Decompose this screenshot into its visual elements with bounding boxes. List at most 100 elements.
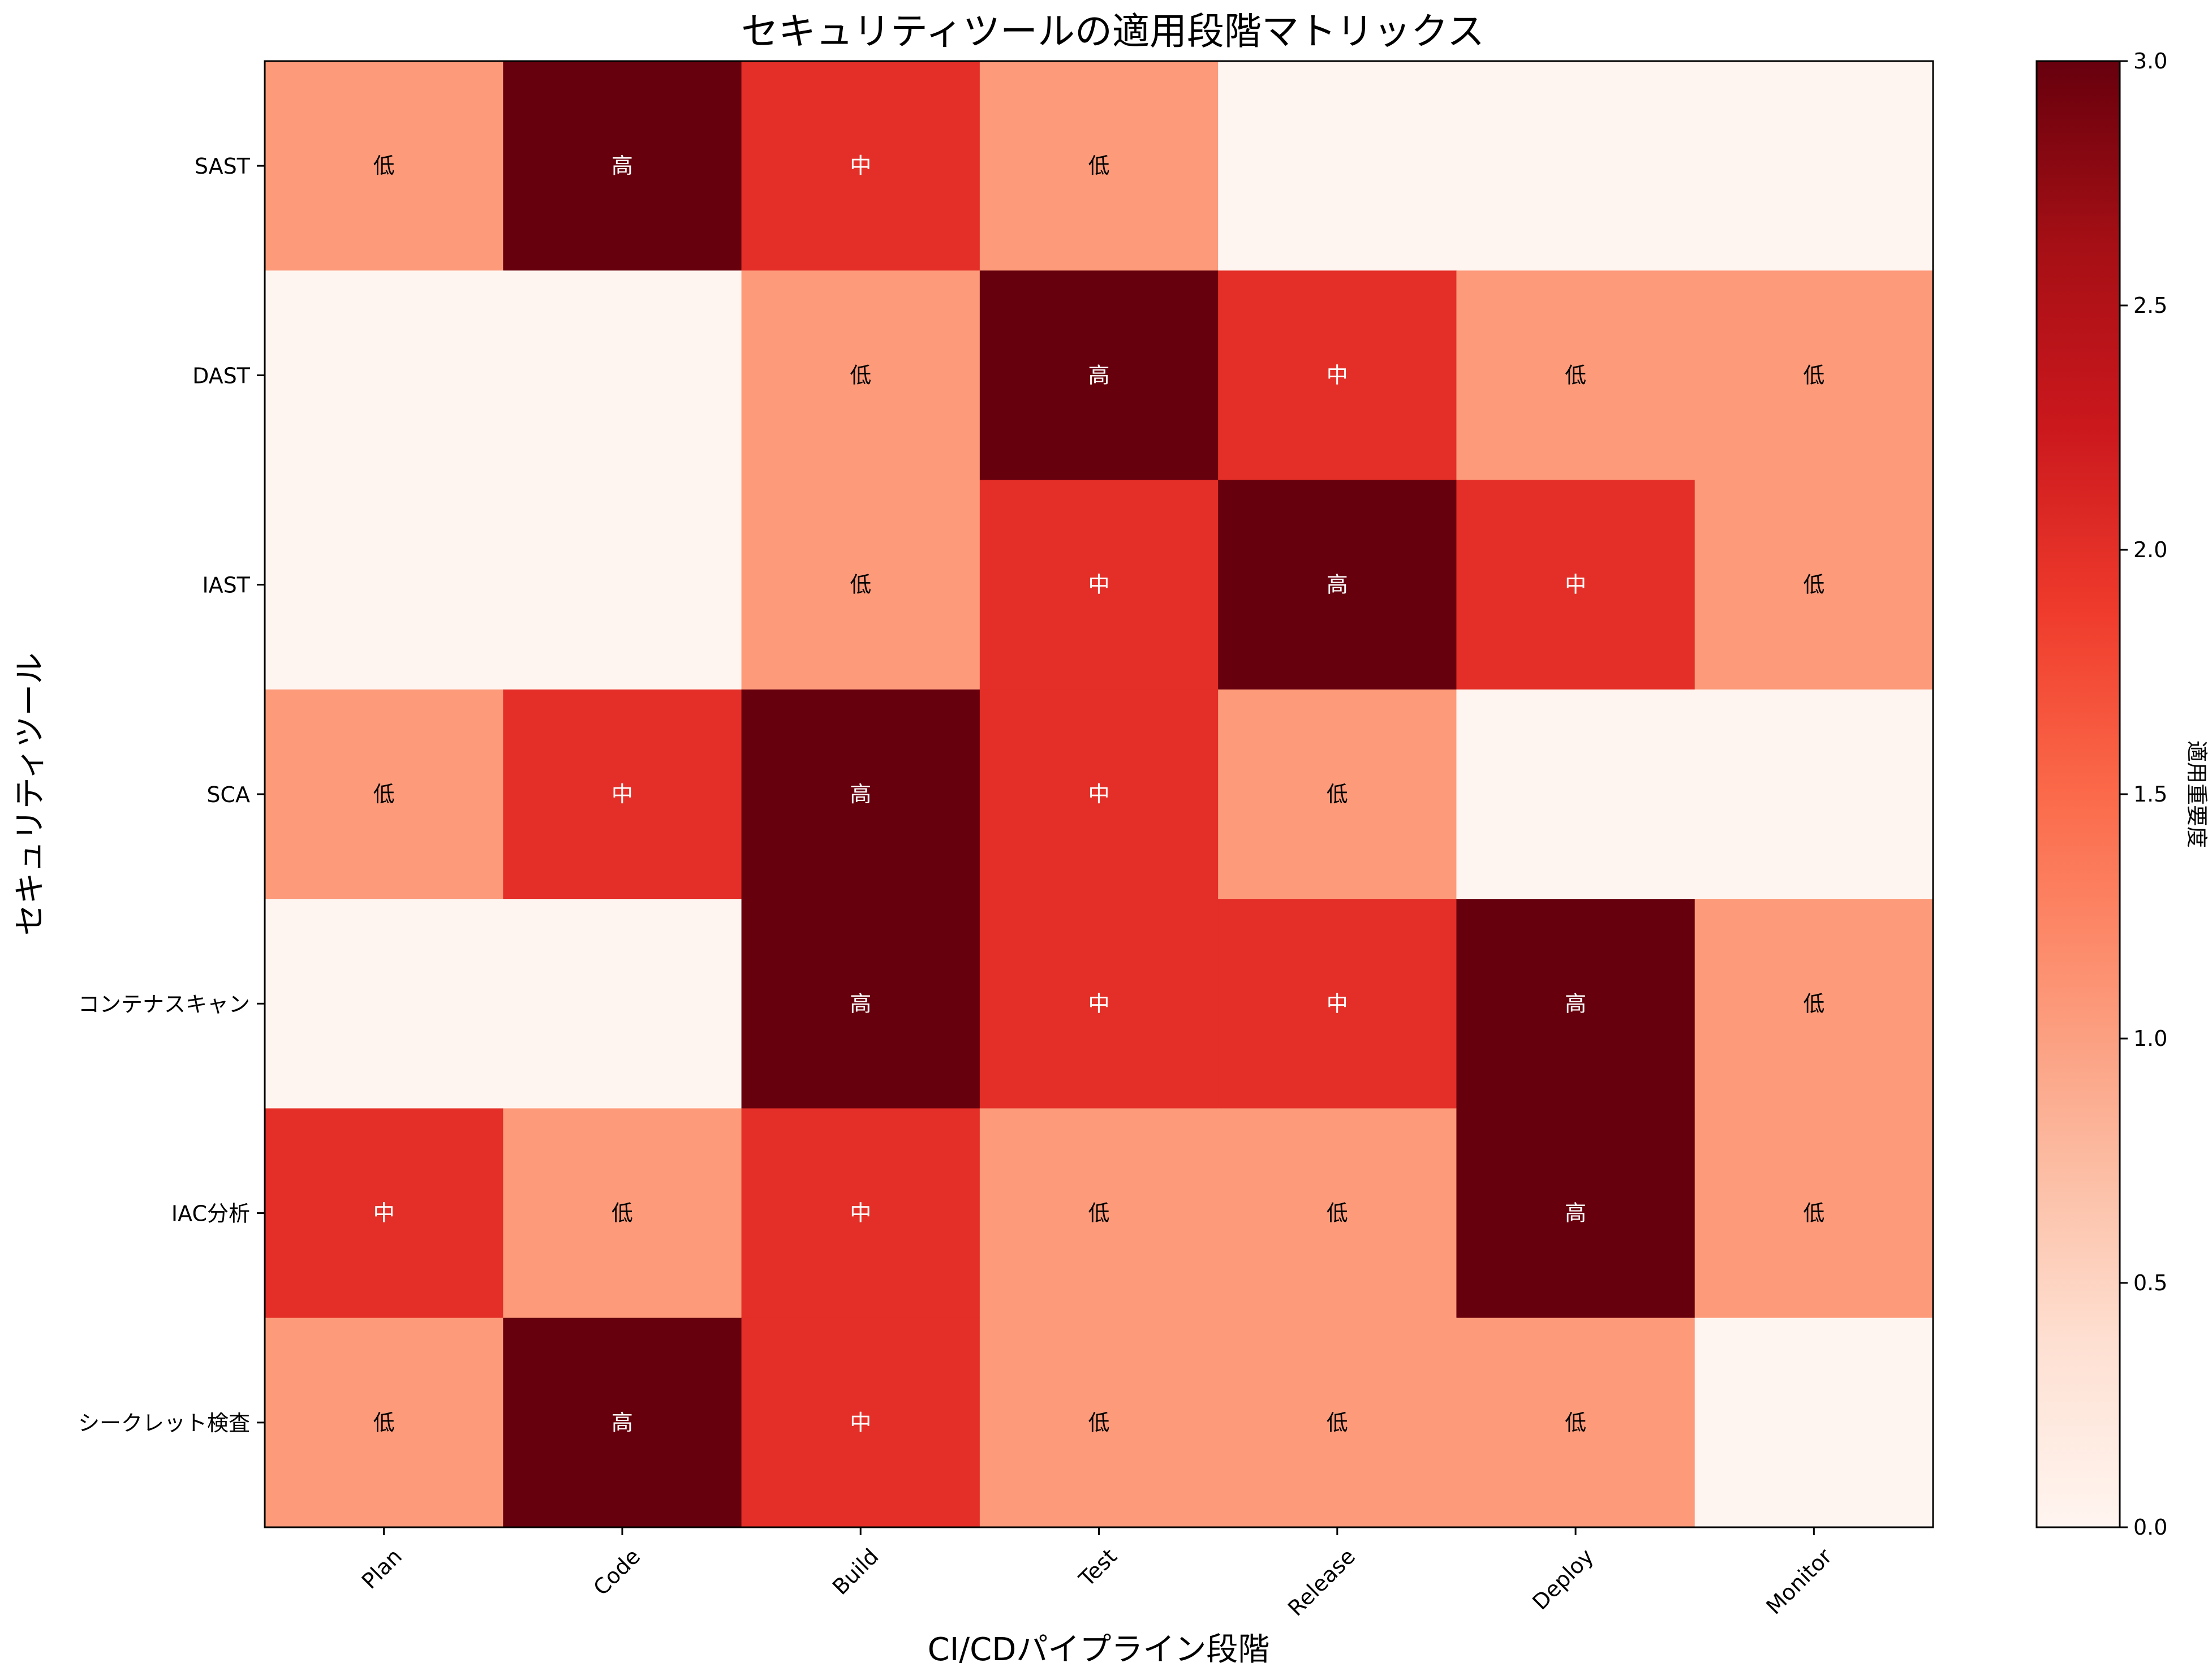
heatmap-cell xyxy=(503,899,742,1109)
cell-label: 低 xyxy=(373,1410,395,1435)
heatmap-cell xyxy=(979,270,1219,481)
x-axis-label: CI/CDパイプライン段階 xyxy=(928,1631,1270,1668)
cell-label: 低 xyxy=(1088,1201,1109,1226)
colorbar-ticks: 0.0 0.5 1.0 1.5 2.0 2.5 3.0 xyxy=(2120,49,2167,1540)
heatmap-cell xyxy=(1456,1108,1695,1319)
cell-label: 中 xyxy=(612,782,633,807)
heatmap-cell xyxy=(1218,270,1457,481)
y-tick-label: コンテナスキャン xyxy=(78,992,250,1016)
heatmap-cell xyxy=(979,689,1219,899)
cell-label: 低 xyxy=(850,363,871,387)
colorbar-tick-label: 2.0 xyxy=(2133,537,2167,562)
y-tick-label: IAST xyxy=(202,573,250,598)
cell-label: 中 xyxy=(850,1410,871,1435)
x-axis-ticks: Plan Code Build Test Release Deploy Monitor xyxy=(357,1527,1837,1621)
heatmap-cell xyxy=(1456,1317,1695,1528)
heatmap-cell xyxy=(741,899,980,1109)
heatmap-cell xyxy=(1456,480,1695,690)
heatmap-cell xyxy=(265,270,503,481)
heatmap-cell xyxy=(503,689,742,899)
heatmap-cell xyxy=(1694,1317,1934,1528)
heatmap-cell xyxy=(1694,689,1934,899)
cell-label: 高 xyxy=(850,782,871,807)
cell-label: 高 xyxy=(1565,991,1586,1016)
cell-label: 低 xyxy=(1565,1410,1586,1435)
cell-label: 中 xyxy=(1327,991,1348,1016)
cell-label: 高 xyxy=(612,1410,633,1435)
heatmap-cell xyxy=(503,270,742,481)
cell-label: 中 xyxy=(1088,572,1109,597)
heatmap-cell xyxy=(741,480,980,690)
y-tick-label: SCA xyxy=(206,782,250,807)
cell-label: 中 xyxy=(850,1201,871,1226)
cell-label: 低 xyxy=(1327,1410,1348,1435)
heatmap-cell xyxy=(979,480,1219,690)
colorbar-tick-label: 1.5 xyxy=(2133,782,2167,807)
heatmap-cell xyxy=(741,689,980,899)
cell-label: 高 xyxy=(612,153,633,178)
cell-label: 低 xyxy=(1565,363,1586,387)
x-tick-label: Monitor xyxy=(1761,1544,1837,1619)
cell-label: 低 xyxy=(1327,1201,1348,1226)
heatmap-cell xyxy=(1456,61,1695,271)
heatmap-cell xyxy=(1218,480,1457,690)
heatmap-cell xyxy=(265,1317,503,1528)
heatmap-cell xyxy=(1218,899,1457,1109)
y-tick-label: DAST xyxy=(192,363,251,388)
cell-label: 低 xyxy=(612,1201,633,1226)
cell-label: 高 xyxy=(850,991,871,1016)
heatmap-cell xyxy=(1694,270,1934,481)
heatmap-cell xyxy=(503,1317,742,1528)
heatmap-cell xyxy=(1218,61,1457,271)
cell-label: 中 xyxy=(1327,363,1348,387)
heatmap-cell xyxy=(741,270,980,481)
heatmap-cell xyxy=(979,61,1219,271)
chart-title: セキュリティツールの適用段階マトリックス xyxy=(741,10,1484,53)
heatmap-cell xyxy=(741,61,980,271)
cell-label: 低 xyxy=(1803,363,1824,387)
heatmap-cell xyxy=(503,480,742,690)
x-tick-label: Release xyxy=(1283,1544,1360,1621)
cell-label: 中 xyxy=(1088,991,1109,1016)
cell-label: 低 xyxy=(1803,572,1824,597)
colorbar-tick-label: 0.5 xyxy=(2133,1270,2167,1295)
x-tick-label: Build xyxy=(828,1544,884,1600)
y-tick-label: IAC分析 xyxy=(171,1201,250,1226)
cell-label: 中 xyxy=(850,153,871,178)
cell-label: 高 xyxy=(1088,363,1109,387)
heatmap-cell xyxy=(979,899,1219,1109)
colorbar xyxy=(2035,60,2121,1528)
cell-label: 高 xyxy=(1327,572,1348,597)
cell-label: 中 xyxy=(1565,572,1586,597)
cell-label: 低 xyxy=(373,782,395,807)
cell-label: 低 xyxy=(850,572,871,597)
colorbar-tick-label: 1.0 xyxy=(2133,1026,2167,1051)
heatmap-cell xyxy=(979,1108,1219,1319)
colorbar-tick-label: 3.0 xyxy=(2133,49,2167,74)
colorbar-tick-label: 0.0 xyxy=(2133,1515,2167,1540)
cell-label: 低 xyxy=(373,153,395,178)
heatmap-cell xyxy=(1218,1108,1457,1319)
y-tick-label: シークレット検査 xyxy=(78,1411,250,1436)
heatmap-cell xyxy=(503,1108,742,1319)
heatmap-cell xyxy=(265,899,503,1109)
heatmap-cell xyxy=(979,1317,1219,1528)
heatmap-cell xyxy=(1694,61,1934,271)
heatmap-cell xyxy=(741,1317,980,1528)
heatmap-cell xyxy=(1218,1317,1457,1528)
heatmap-cell xyxy=(1694,480,1934,690)
heatmap-cell xyxy=(265,480,503,690)
cell-label: 中 xyxy=(1088,782,1109,807)
cell-label: 中 xyxy=(373,1201,395,1226)
cell-label: 低 xyxy=(1803,991,1824,1016)
cell-label: 低 xyxy=(1088,153,1109,178)
heatmap-cell xyxy=(265,1108,503,1319)
colorbar-label: 適用重要度 xyxy=(2184,740,2208,848)
heatmap-cell xyxy=(1456,899,1695,1109)
cell-label: 低 xyxy=(1327,782,1348,807)
heatmap-cell xyxy=(265,689,503,899)
heatmap-cell xyxy=(265,61,503,271)
x-tick-label: Test xyxy=(1074,1544,1122,1592)
